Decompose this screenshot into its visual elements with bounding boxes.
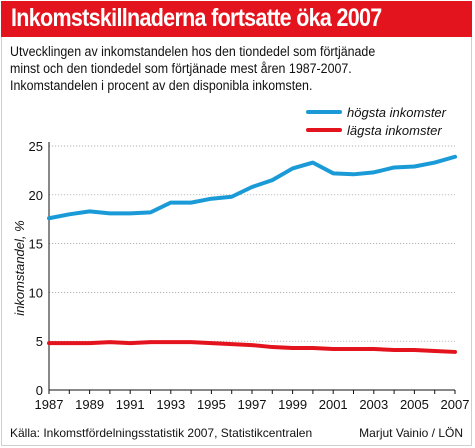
x-tick-label: 1987 xyxy=(35,397,64,412)
chart-title: Inkomstskillnaderna fortsatte öka 2007 xyxy=(11,4,382,32)
x-tick-label: 2001 xyxy=(319,397,348,412)
axes: 0 5 10 15 20 25 1987 1989 1991 1993 1995 1997 1999 20… xyxy=(29,139,470,412)
x-tick-label: 2005 xyxy=(400,397,429,412)
title-bar: Inkomstskillnaderna fortsatte öka 2007 xyxy=(1,1,472,37)
series-line-0 xyxy=(47,154,457,221)
x-tick-label: 1999 xyxy=(278,397,307,412)
series-line-1 xyxy=(47,340,457,354)
x-tick-label: 2003 xyxy=(359,397,388,412)
source-note: Källa: Inkomstfördelningsstatistik 2007,… xyxy=(10,426,313,440)
y-axis-label: inkomstandel, % xyxy=(12,220,27,315)
x-tick-label: 2007 xyxy=(441,397,470,412)
subtitle-line-3: Inkomstandelen i procent av den disponib… xyxy=(10,78,313,93)
y-tick-label: 15 xyxy=(29,237,43,252)
legend xyxy=(306,110,342,132)
y-tick-label: 10 xyxy=(29,285,43,300)
legend-label-low: lägsta inkomster xyxy=(347,123,442,138)
x-tick-label: 1989 xyxy=(75,397,104,412)
y-tick-label: 20 xyxy=(29,188,43,203)
grid-lines xyxy=(49,145,455,342)
subtitle-line-1: Utvecklingen av inkomstandelen hos den t… xyxy=(10,44,376,59)
y-tick-label: 25 xyxy=(29,139,43,154)
series-lines xyxy=(47,154,457,354)
x-tick-label: 1997 xyxy=(238,397,267,412)
subtitle-line-2: minst och den tiondedel som förtjänade m… xyxy=(10,61,352,76)
x-tick-label: 1991 xyxy=(116,397,145,412)
y-tick-label: 5 xyxy=(36,334,43,349)
chart-subtitle: Utvecklingen av inkomstandelen hos den t… xyxy=(10,43,433,94)
x-tick-label: 1993 xyxy=(156,397,185,412)
y-tick-label: 0 xyxy=(36,383,43,398)
legend-label-high: högsta inkomster xyxy=(347,105,446,120)
x-tick-label: 1995 xyxy=(197,397,226,412)
credit-note: Marjut Vainio / LÖN xyxy=(359,426,463,440)
